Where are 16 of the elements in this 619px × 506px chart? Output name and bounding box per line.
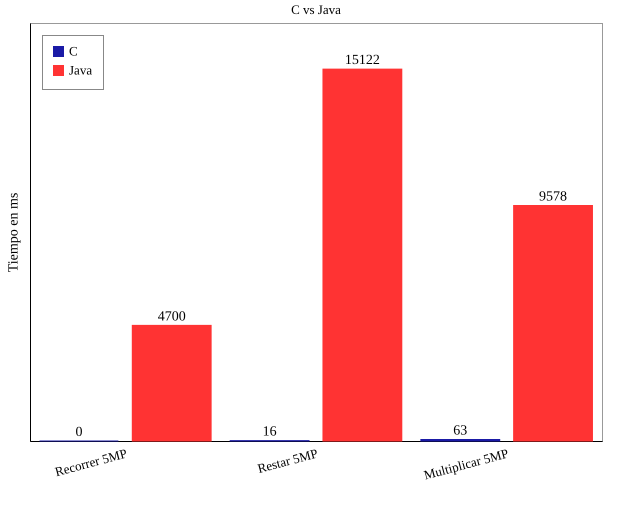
data-label: 15122 — [344, 53, 380, 68]
x-tick-label: Recorrer 5MP — [53, 446, 129, 480]
legend-label: Java — [69, 62, 92, 78]
bar — [322, 68, 402, 442]
data-label: 4700 — [158, 309, 186, 324]
data-label: 16 — [262, 424, 277, 440]
x-tick-label: Restar 5MP — [256, 446, 320, 476]
data-label: 63 — [453, 423, 468, 438]
data-label: 9578 — [539, 189, 568, 204]
legend-label: C — [69, 44, 78, 58]
bar — [513, 204, 593, 442]
x-tick-label: Multiplicar 5MP — [422, 446, 510, 483]
y-axis-title: Tiempo en ms — [6, 192, 22, 272]
data-label: 0 — [75, 425, 82, 440]
bar — [132, 324, 212, 442]
chart-title: C vs Java — [291, 2, 342, 17]
